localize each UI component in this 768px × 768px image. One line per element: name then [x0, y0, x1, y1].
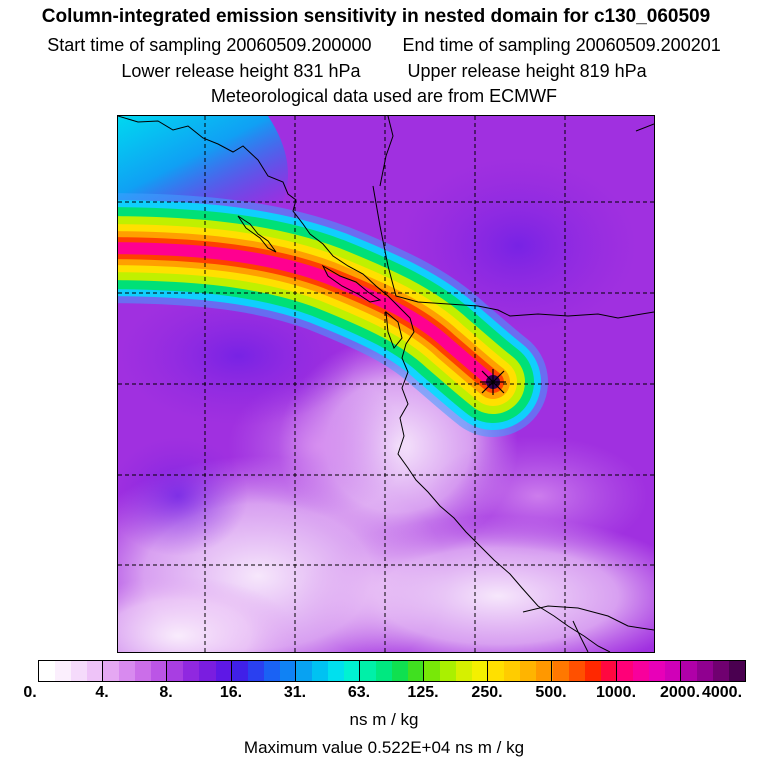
colorbar-cell — [648, 661, 665, 681]
colorbar-tick-label: 4. — [95, 684, 109, 701]
colorbar-cell — [327, 661, 344, 681]
colorbar-cell — [231, 661, 248, 681]
colorbar-cell — [199, 661, 216, 681]
colorbar-cell — [504, 661, 521, 681]
colorbar-tick-label: 250. — [471, 684, 503, 701]
colorbar-cell — [247, 661, 264, 681]
colorbar-cell — [408, 661, 425, 681]
end-time-label: End time of sampling 20060509.200201 — [402, 35, 721, 55]
maximum-value-label: Maximum value 0.522E+04 ns m / kg — [243, 738, 525, 757]
colorbar-cell — [600, 661, 617, 681]
colorbar-tick-label: 63. — [347, 684, 371, 701]
colorbar-tick — [166, 660, 167, 682]
colorbar-cell — [151, 661, 168, 681]
sampling-times: Start time of sampling 20060509.200000 E… — [0, 35, 768, 56]
colorbar-cell — [456, 661, 473, 681]
colorbar-cell — [359, 661, 376, 681]
colorbar-cell — [696, 661, 713, 681]
colorbar-tick — [423, 660, 424, 682]
release-point-icon — [480, 369, 506, 395]
colorbar — [38, 660, 746, 682]
colorbar-cell — [343, 661, 360, 681]
colorbar-cell — [375, 661, 393, 681]
colorbar-cell — [311, 661, 328, 681]
upper-release-label: Upper release height 819 hPa — [407, 61, 647, 81]
colorbar-tick — [616, 660, 617, 682]
colorbar-tick-label: 0. — [23, 684, 37, 701]
colorbar-tick-label: 1000. — [595, 684, 637, 701]
colorbar-cell — [135, 661, 152, 681]
colorbar-cell — [616, 661, 633, 681]
lower-release-label: Lower release height 831 hPa — [121, 61, 361, 81]
colorbar-cell — [472, 661, 489, 681]
colorbar-tick — [231, 660, 232, 682]
colorbar-units: ns m / kg — [349, 710, 419, 729]
colorbar-tick — [551, 660, 552, 682]
colorbar-cell — [729, 661, 745, 681]
colorbar-cell — [520, 661, 537, 681]
colorbar-tick — [487, 660, 488, 682]
colorbar-cell — [680, 661, 697, 681]
colorbar-cell — [71, 661, 88, 681]
colorbar-tick — [680, 660, 681, 682]
colorbar-cell — [552, 661, 569, 681]
release-heights: Lower release height 831 hPa Upper relea… — [0, 61, 768, 82]
graticule — [118, 116, 654, 652]
plot-title: Column-integrated emission sensitivity i… — [41, 6, 711, 27]
colorbar-cell — [183, 661, 200, 681]
colorbar-cell — [632, 661, 649, 681]
colorbar-tick-label: 4000. — [701, 684, 743, 701]
colorbar-tick-label: 16. — [219, 684, 243, 701]
colorbar-cell — [215, 661, 232, 681]
colorbar-cell — [103, 661, 120, 681]
colorbar-tick-label: 125. — [407, 684, 439, 701]
colorbar-tick-label: 2000. — [659, 684, 701, 701]
colorbar-cell — [568, 661, 585, 681]
colorbar-tick — [295, 660, 296, 682]
colorbar-cell — [424, 661, 441, 681]
sensitivity-map — [117, 115, 655, 653]
coastline — [118, 116, 654, 652]
colorbar-cell — [392, 661, 409, 681]
colorbar-cell — [712, 661, 730, 681]
colorbar-cell — [39, 661, 56, 681]
colorbar-cell — [536, 661, 553, 681]
colorbar-cell — [119, 661, 136, 681]
colorbar-tick — [102, 660, 103, 682]
map-canvas — [118, 116, 654, 652]
plume-band — [118, 242, 499, 388]
colorbar-tick-label: 500. — [535, 684, 567, 701]
colorbar-cell — [488, 661, 505, 681]
colorbar-cell — [584, 661, 601, 681]
colorbar-cell — [87, 661, 104, 681]
colorbar-cell — [263, 661, 280, 681]
emission-plume — [118, 193, 548, 437]
colorbar-cell — [664, 661, 681, 681]
colorbar-tick-label: 8. — [159, 684, 173, 701]
colorbar-cell — [167, 661, 184, 681]
colorbar-cell — [295, 661, 312, 681]
colorbar-cell — [279, 661, 296, 681]
start-time-label: Start time of sampling 20060509.200000 — [47, 35, 372, 55]
colorbar-tick-label: 31. — [283, 684, 307, 701]
met-data-label: Meteorological data used are from ECMWF — [210, 86, 558, 106]
northwest-plume-region — [118, 116, 288, 204]
colorbar-tick — [359, 660, 360, 682]
colorbar-cell — [440, 661, 457, 681]
colorbar-cell — [55, 661, 72, 681]
